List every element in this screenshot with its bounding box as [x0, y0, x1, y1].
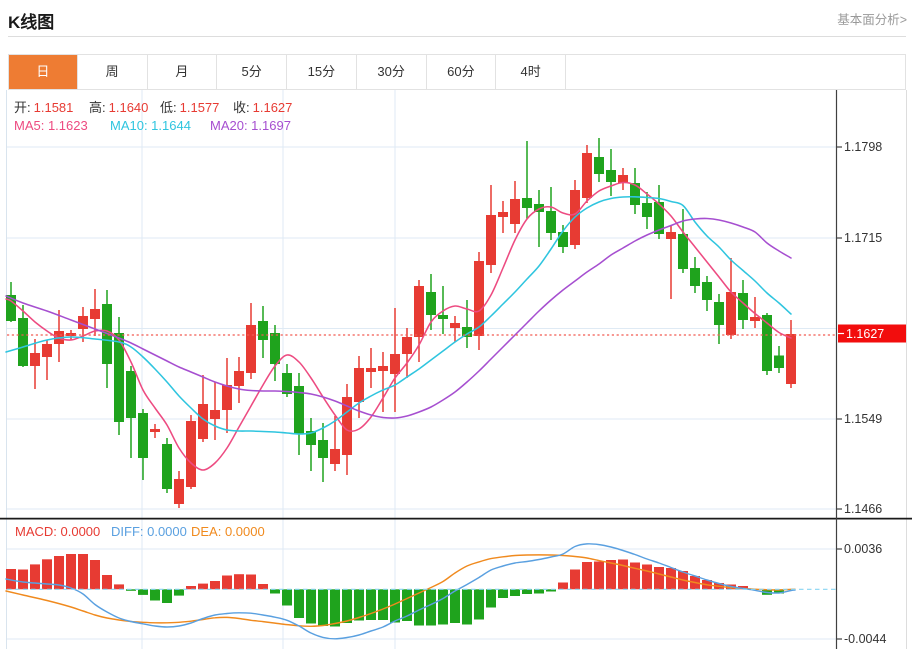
svg-text:-0.0044: -0.0044 — [844, 632, 886, 646]
svg-text:1.1715: 1.1715 — [844, 231, 882, 245]
svg-text:1.1549: 1.1549 — [844, 412, 882, 426]
svg-text:1.1798: 1.1798 — [844, 140, 882, 154]
svg-text:1.1627: 1.1627 — [846, 327, 884, 341]
svg-text:1.1466: 1.1466 — [844, 502, 882, 516]
svg-text:0.0036: 0.0036 — [844, 542, 882, 556]
